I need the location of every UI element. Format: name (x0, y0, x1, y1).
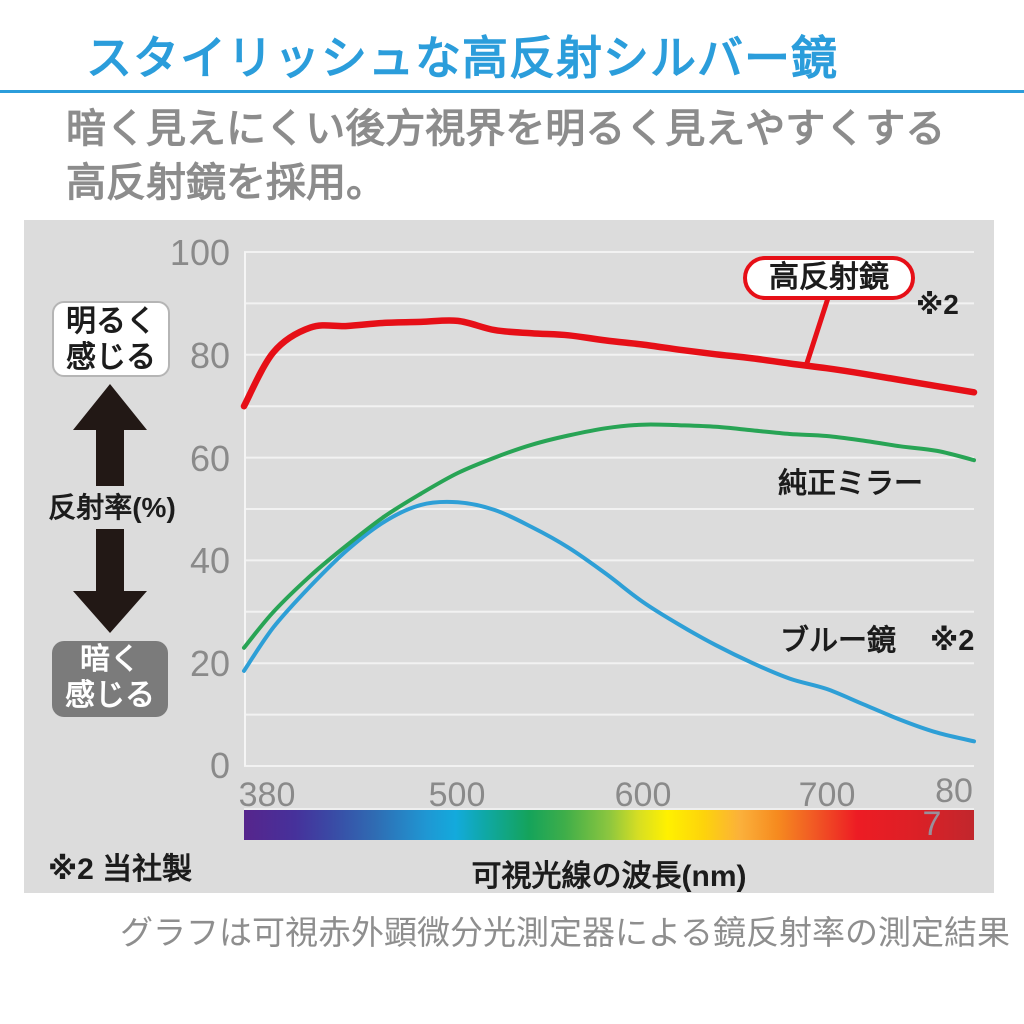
x-tick-700: 700 (798, 776, 856, 814)
feels-bright-box: 明るく 感じる (52, 301, 170, 377)
feels-dark-box: 暗く 感じる (52, 641, 168, 717)
x-tick-800-clipped: 80 (935, 772, 973, 810)
y-tick-40: 40 (189, 540, 230, 581)
blue-mirror-label: ブルー鏡 ※2 (780, 617, 974, 659)
x-tick-500: 500 (428, 776, 486, 814)
reflectance-line-chart (240, 251, 978, 767)
x-tick-380: 380 (238, 776, 296, 814)
y-tick-80: 80 (189, 335, 230, 376)
visible-spectrum-bar (244, 808, 974, 840)
blue-mirror-text: ブルー鏡 (780, 625, 897, 657)
x-tick-750-clipped: 7 (922, 805, 942, 843)
genuine-mirror-label: 純正ミラー (778, 468, 924, 500)
y-tick-20: 20 (189, 643, 230, 684)
subtitle-line-1: 暗く見えにくい後方視界を明るく見えやすくする (66, 107, 946, 151)
y-tick-100: 100 (169, 232, 230, 273)
subtitle: 暗く見えにくい後方視界を明るく見えやすくする 高反射鏡を採用。 (66, 102, 945, 210)
subtitle-line-2: 高反射鏡を採用。 (66, 161, 386, 205)
high-reflection-mirror-callout: 高反射鏡 (743, 256, 915, 300)
arrow-down-icon (73, 529, 147, 633)
reference-mark-blue-mirror: ※2 (930, 625, 975, 657)
footnote-company-made: ※2 当社製 (48, 853, 193, 886)
y-tick-60: 60 (189, 438, 230, 479)
title-underline (0, 90, 1024, 93)
reference-mark-high-reflection: ※2 (916, 289, 959, 320)
x-axis-title: 可視光線の波長(nm) (471, 860, 747, 893)
measurement-caption: グラフは可視赤外顕微分光測定器による鏡反射率の測定結果 (119, 914, 1010, 951)
arrow-up-icon (73, 384, 147, 486)
page-title: スタイリッシュな高反射シルバー鏡 (86, 32, 838, 84)
chart-panel: 100 80 60 40 20 0 380 500 600 700 80 7 明… (24, 220, 994, 893)
feels-dark-line-1: 暗く (80, 643, 140, 676)
feels-bright-line-2: 感じる (66, 341, 156, 374)
feels-dark-line-2: 感じる (65, 679, 155, 712)
y-tick-0: 0 (209, 745, 230, 786)
feels-bright-line-1: 明るく (66, 305, 156, 338)
y-axis-title: 反射率(%) (48, 492, 176, 523)
x-tick-600: 600 (614, 776, 672, 814)
